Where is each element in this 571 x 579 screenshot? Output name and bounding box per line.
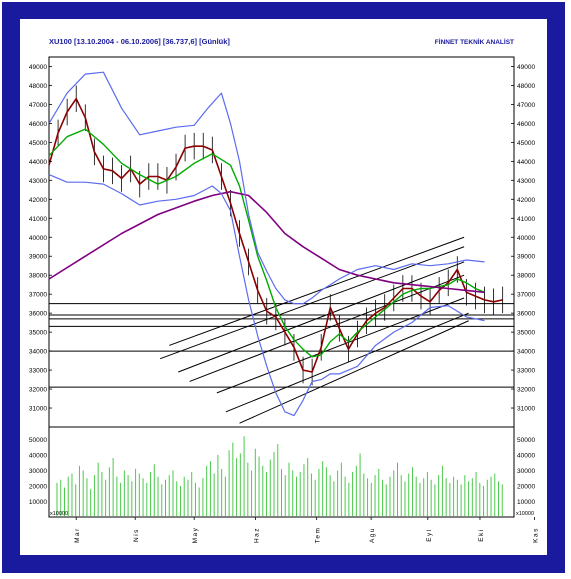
price-tick-label-left: 34000 [29, 349, 47, 356]
month-label: Eyl [426, 528, 433, 542]
volume-tick-label-right: 40000 [517, 452, 535, 459]
volume-pane [48, 426, 515, 518]
price-tick-label-left: 36000 [29, 311, 47, 318]
trend-channel-line [189, 274, 465, 382]
price-tick-label-left: 46000 [29, 121, 47, 128]
price-tick-label-right: 39000 [517, 254, 535, 261]
price-tick-label-right: 33000 [517, 368, 535, 375]
volume-tick-label-right: 30000 [517, 468, 535, 475]
series-price-line [48, 97, 503, 373]
price-tick-label-left: 39000 [29, 254, 47, 261]
series-long-ma-line [48, 190, 485, 294]
volume-unit-label-right: x10000 [516, 511, 534, 517]
price-tick-label-left: 40000 [29, 235, 47, 242]
price-tick-label-left: 49000 [29, 64, 47, 71]
trend-channel-line [169, 236, 465, 346]
price-tick-label-right: 48000 [517, 83, 535, 90]
price-tick-label-right: 49000 [517, 64, 535, 71]
price-tick-label-right: 35000 [517, 330, 535, 337]
price-tick-label-left: 32000 [29, 387, 47, 394]
price-tick-label-left: 37000 [29, 292, 47, 299]
trend-channel-line [216, 297, 465, 394]
price-tick-label-left: 45000 [29, 140, 47, 147]
volume-tick-label-left: 30000 [29, 468, 47, 475]
price-tick-label-right: 32000 [517, 387, 535, 394]
price-tick-label-left: 43000 [29, 178, 47, 185]
series-short-ma-line [48, 128, 485, 358]
volume-tick-label-left: 40000 [29, 452, 47, 459]
price-tick-label-left: 31000 [29, 406, 47, 413]
price-tick-label-left: 41000 [29, 216, 47, 223]
trend-channel-line [178, 261, 465, 373]
volume-tick-label-right: 20000 [517, 483, 535, 490]
price-tick-label-right: 31000 [517, 406, 535, 413]
trend-channel-line [239, 320, 469, 424]
price-tick-label-right: 43000 [517, 178, 535, 185]
price-pane [48, 56, 515, 428]
month-label: Kas [532, 527, 539, 543]
trend-channel-line [225, 312, 469, 413]
month-label: Eki [478, 528, 485, 542]
month-label: Tem [315, 527, 322, 544]
month-label: Nis [133, 528, 140, 542]
price-tick-label-left: 44000 [29, 159, 47, 166]
price-tick-label-right: 42000 [517, 197, 535, 204]
vendor-label: FİNNET TEKNİK ANALİST [435, 38, 514, 46]
price-tick-label-right: 47000 [517, 102, 535, 109]
chart-frame: XU100 [13.10.2004 - 06.10.2006] [36.737,… [2, 2, 565, 573]
price-tick-label-left: 47000 [29, 102, 47, 109]
price-tick-label-right: 46000 [517, 121, 535, 128]
price-tick-label-right: 41000 [517, 216, 535, 223]
month-label: Haz [253, 527, 260, 543]
price-tick-label-right: 38000 [517, 273, 535, 280]
chart-title: XU100 [13.10.2004 - 06.10.2006] [36.737,… [49, 37, 230, 46]
series-band-upper-line [48, 71, 485, 305]
price-tick-label-right: 36000 [517, 311, 535, 318]
price-tick-label-left: 35000 [29, 330, 47, 337]
chart-panel: XU100 [13.10.2004 - 06.10.2006] [36.737,… [20, 19, 547, 555]
price-tick-label-left: 42000 [29, 197, 47, 204]
price-tick-label-right: 44000 [517, 159, 535, 166]
month-label: May [192, 527, 199, 544]
volume-tick-label-left: 10000 [29, 499, 47, 506]
volume-tick-label-left: 20000 [29, 483, 47, 490]
volume-tick-label-left: 50000 [29, 437, 47, 444]
month-label: Mar [74, 527, 81, 543]
volume-tick-label-right: 50000 [517, 437, 535, 444]
price-tick-label-right: 40000 [517, 235, 535, 242]
price-tick-label-right: 45000 [517, 140, 535, 147]
price-tick-label-left: 33000 [29, 368, 47, 375]
price-tick-label-left: 38000 [29, 273, 47, 280]
volume-tick-label-right: 10000 [517, 499, 535, 506]
price-tick-label-right: 34000 [517, 349, 535, 356]
price-tick-label-right: 37000 [517, 292, 535, 299]
price-tick-label-left: 48000 [29, 83, 47, 90]
stock-chart: XU100 [13.10.2004 - 06.10.2006] [36.737,… [29, 37, 539, 544]
series-band-lower-line [48, 174, 485, 417]
trend-channel-line [159, 246, 465, 360]
month-label: Agu [369, 527, 376, 543]
volume-unit-label-left: x10000 [50, 511, 68, 517]
